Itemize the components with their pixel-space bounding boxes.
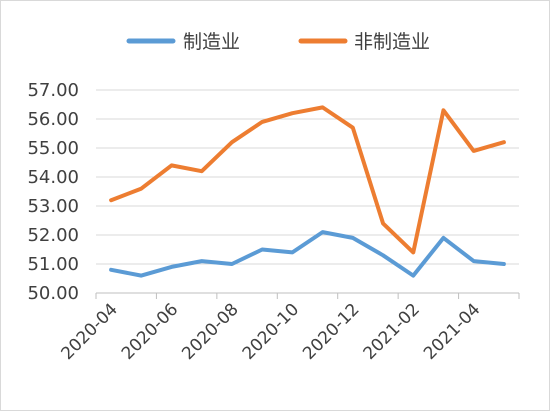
x-tick-label: 2020-06: [118, 300, 182, 364]
x-tick-label: 2020-04: [57, 300, 121, 364]
x-tick-label: 2020-08: [178, 300, 242, 364]
y-axis-tick-labels: 50.00 51.00 52.00 53.00 54.00 55.00 56.00 57.00: [27, 80, 79, 304]
x-tick-label: 2021-02: [360, 300, 424, 364]
x-tick-label: 2020-10: [239, 300, 303, 364]
chart-legend: 制造业 非制造业: [126, 31, 430, 53]
y-tick-label: 51.00: [27, 254, 79, 275]
x-axis: [95, 292, 520, 299]
x-tick-label: 2021-04: [420, 300, 484, 364]
y-tick-label: 53.00: [27, 196, 79, 217]
y-tick-label: 56.00: [27, 109, 79, 130]
gridlines: [96, 89, 519, 265]
legend-label: 制造业: [183, 31, 240, 53]
y-tick-label: 54.00: [27, 167, 79, 188]
x-tick-label: 2020-12: [299, 300, 363, 364]
series-lines: [109, 105, 506, 278]
y-tick-label: 57.00: [27, 80, 79, 101]
x-axis-tick-labels: 2020-042020-062020-082020-102020-122021-…: [57, 300, 484, 364]
y-tick-label: 52.00: [27, 225, 79, 246]
legend-label: 非制造业: [354, 31, 430, 53]
series-line-1: [109, 105, 506, 255]
y-tick-label: 50.00: [27, 283, 79, 304]
series-line-0: [109, 230, 506, 278]
y-tick-label: 55.00: [27, 138, 79, 159]
